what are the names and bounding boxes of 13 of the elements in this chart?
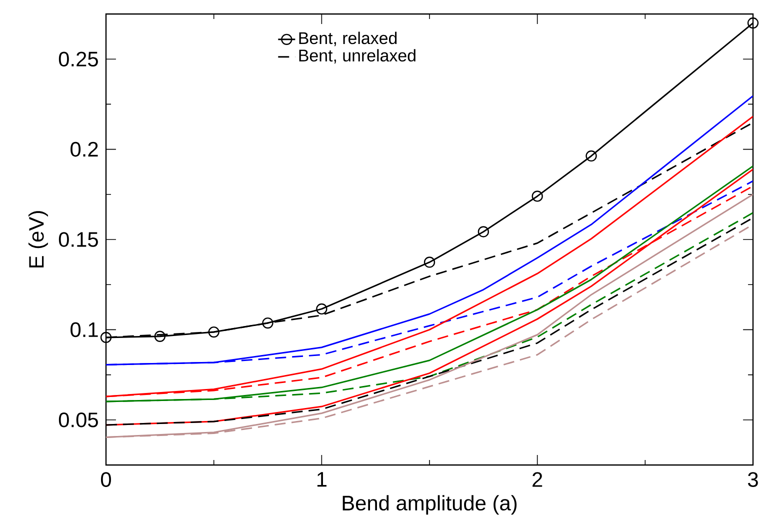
x-axis-title: Bend amplitude (a): [342, 495, 517, 515]
y-tick-label: 0.2: [70, 142, 98, 157]
legend-label: Bent, relaxed: [299, 32, 397, 46]
y-tick-label: 0.25: [58, 52, 98, 66]
x-tick-label: 2: [532, 472, 542, 487]
y-tick-label: 0.1: [70, 322, 98, 338]
x-tick-label: 0: [100, 472, 111, 487]
legend-label: Bent, unrelaxed: [299, 49, 416, 64]
x-tick-label: 1: [317, 472, 326, 487]
y-tick-label: 0.05: [58, 412, 98, 428]
y-tick-label: 0.15: [58, 232, 98, 247]
y-axis-title: E (eV): [28, 211, 48, 268]
x-tick-label: 3: [748, 472, 758, 487]
